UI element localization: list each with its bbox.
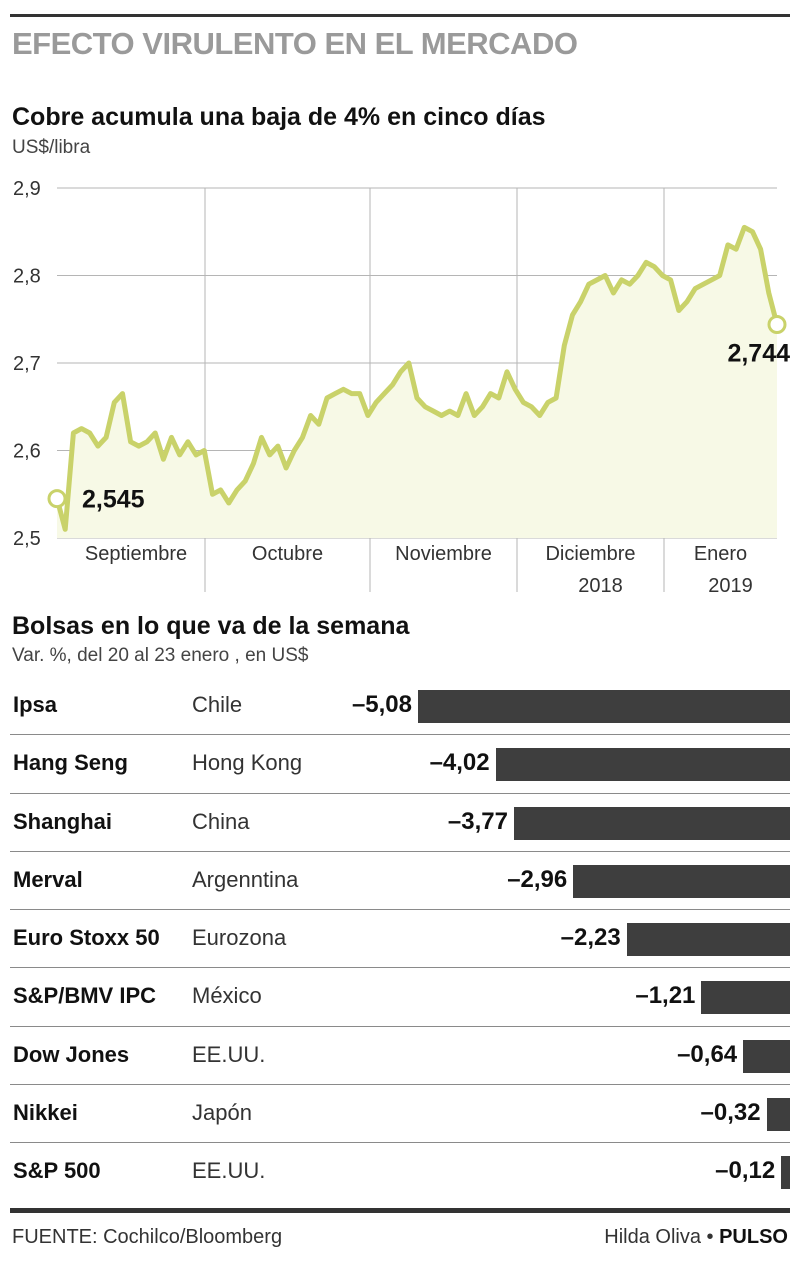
table-row: Merval Argenntina –2,96: [10, 852, 790, 911]
value-label: –2,96: [507, 865, 568, 893]
y-tick-label: 2,6: [13, 441, 41, 463]
bottom-rule: [10, 1208, 790, 1213]
data-label: 2,545: [82, 486, 145, 514]
stocks-chart-title: Bolsas en lo que va de la semana: [12, 612, 410, 640]
table-row: Shanghai China –3,77: [10, 794, 790, 852]
table-row: Nikkei Japón –0,32: [10, 1085, 790, 1144]
bar: [743, 1039, 790, 1073]
bar: [701, 981, 790, 1015]
credit-author: Hilda Oliva •: [604, 1226, 714, 1248]
country-name: Japón: [192, 1100, 252, 1126]
bar: [626, 923, 790, 957]
value-label: –0,32: [700, 1099, 761, 1127]
index-name: Ipsa: [13, 692, 58, 717]
kicker-title: EFECTO VIRULENTO EN EL MERCADO: [12, 26, 578, 61]
copper-chart-unit: US$/libra: [12, 137, 91, 158]
country-name: EE.UU.: [192, 1158, 266, 1184]
country-name: Hong Kong: [192, 750, 303, 776]
year-label: 2019: [708, 575, 753, 597]
country-name: China: [192, 808, 250, 834]
bar: [573, 864, 790, 898]
country-name: Argenntina: [192, 866, 299, 892]
table-row: S&P 500 EE.UU. –0,12: [10, 1143, 790, 1200]
month-label: Octubre: [252, 543, 323, 565]
table-row: Dow Jones EE.UU. –0,64: [10, 1027, 790, 1086]
country-name: Chile: [192, 692, 243, 717]
stocks-chart-subtitle: Var. %, del 20 al 23 enero , en US$: [12, 645, 309, 666]
stocks-bar-table: Ipsa Chile –5,08 Hang Seng Hong Kong –4,02 Sha…: [10, 677, 790, 1201]
index-name: S&P 500: [13, 1158, 101, 1184]
table-row: Euro Stoxx 50 Eurozona –2,23: [10, 910, 790, 969]
month-label: Diciembre: [545, 543, 635, 565]
y-tick-label: 2,9: [13, 178, 41, 200]
bar: [418, 690, 790, 723]
y-tick-label: 2,5: [13, 528, 41, 550]
credit-line: Hilda Oliva • PULSO: [604, 1226, 788, 1249]
source-note: FUENTE: Cochilco/Bloomberg: [12, 1226, 283, 1248]
country-name: México: [192, 983, 262, 1009]
copper-line-chart: 2,5 2,6 2,7 2,8 2,9 Septiembre Octubre Noviembr…: [13, 178, 790, 597]
table-row: Ipsa Chile –5,08: [10, 677, 790, 736]
table-row: Hang Seng Hong Kong –4,02: [10, 735, 790, 794]
month-label: Septiembre: [85, 543, 187, 565]
endpoint-marker: [47, 489, 67, 509]
month-label: Noviembre: [395, 543, 492, 565]
credit-brand: PULSO: [719, 1226, 788, 1248]
table-row: S&P/BMV IPC México –1,21: [10, 968, 790, 1027]
value-label: –3,77: [447, 807, 508, 835]
country-name: EE.UU.: [192, 1041, 266, 1067]
country-name: Eurozona: [192, 925, 287, 951]
copper-chart-title: Cobre acumula una baja de 4% en cinco dí…: [12, 103, 546, 131]
value-label: –0,12: [715, 1157, 776, 1185]
index-name: S&P/BMV IPC: [13, 983, 157, 1009]
month-label: Enero: [694, 543, 747, 565]
series-line: [54, 224, 780, 532]
index-name: Dow Jones: [13, 1041, 130, 1067]
bar: [781, 1156, 790, 1190]
data-label: 2,744: [727, 340, 790, 368]
value-label: –1,21: [635, 982, 696, 1010]
value-label: –4,02: [429, 749, 490, 777]
index-name: Hang Seng: [13, 750, 128, 776]
bar: [766, 1098, 790, 1132]
year-label: 2018: [578, 575, 623, 597]
bar: [513, 806, 790, 840]
top-rule: [10, 14, 790, 17]
value-label: –2,23: [560, 924, 621, 952]
index-name: Shanghai: [13, 808, 113, 834]
bar: [495, 748, 790, 782]
index-name: Euro Stoxx 50: [13, 925, 160, 951]
index-name: Nikkei: [13, 1100, 78, 1126]
y-tick-label: 2,7: [13, 353, 41, 375]
index-name: Merval: [13, 866, 83, 892]
value-label: –5,08: [351, 691, 412, 718]
endpoint-marker: [767, 315, 787, 334]
series-area: [57, 227, 777, 538]
y-tick-label: 2,8: [13, 266, 41, 288]
value-label: –0,64: [677, 1040, 738, 1068]
